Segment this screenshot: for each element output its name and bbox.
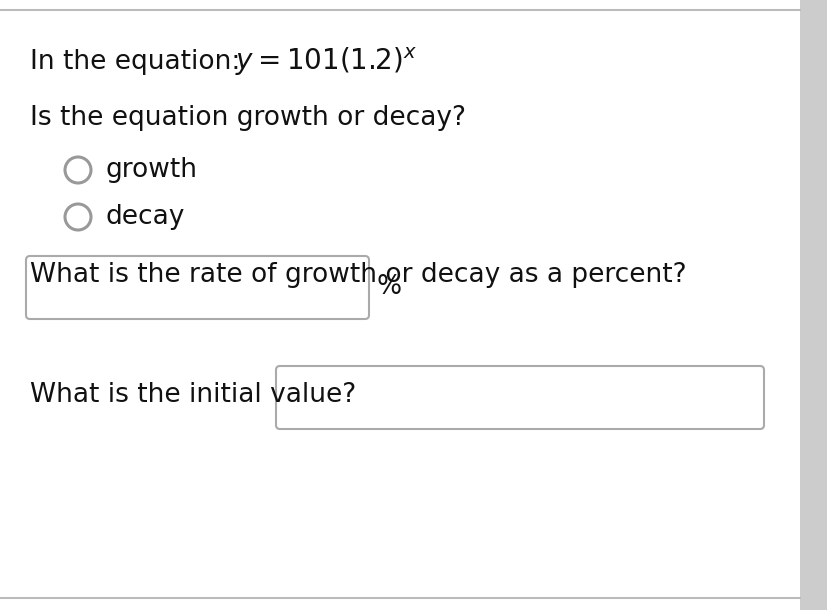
- Text: What is the rate of growth or decay as a percent?: What is the rate of growth or decay as a…: [30, 262, 686, 288]
- FancyBboxPatch shape: [275, 366, 763, 429]
- Text: $y = 101(1.2)^{x}$: $y = 101(1.2)^{x}$: [235, 46, 417, 78]
- Text: In the equation:: In the equation:: [30, 49, 257, 75]
- FancyBboxPatch shape: [0, 0, 809, 610]
- FancyBboxPatch shape: [26, 256, 369, 319]
- Text: What is the initial value?: What is the initial value?: [30, 382, 356, 408]
- Text: growth: growth: [106, 157, 198, 183]
- FancyBboxPatch shape: [799, 0, 827, 610]
- Text: %: %: [376, 274, 402, 301]
- Text: Is the equation growth or decay?: Is the equation growth or decay?: [30, 105, 466, 131]
- Text: decay: decay: [106, 204, 185, 230]
